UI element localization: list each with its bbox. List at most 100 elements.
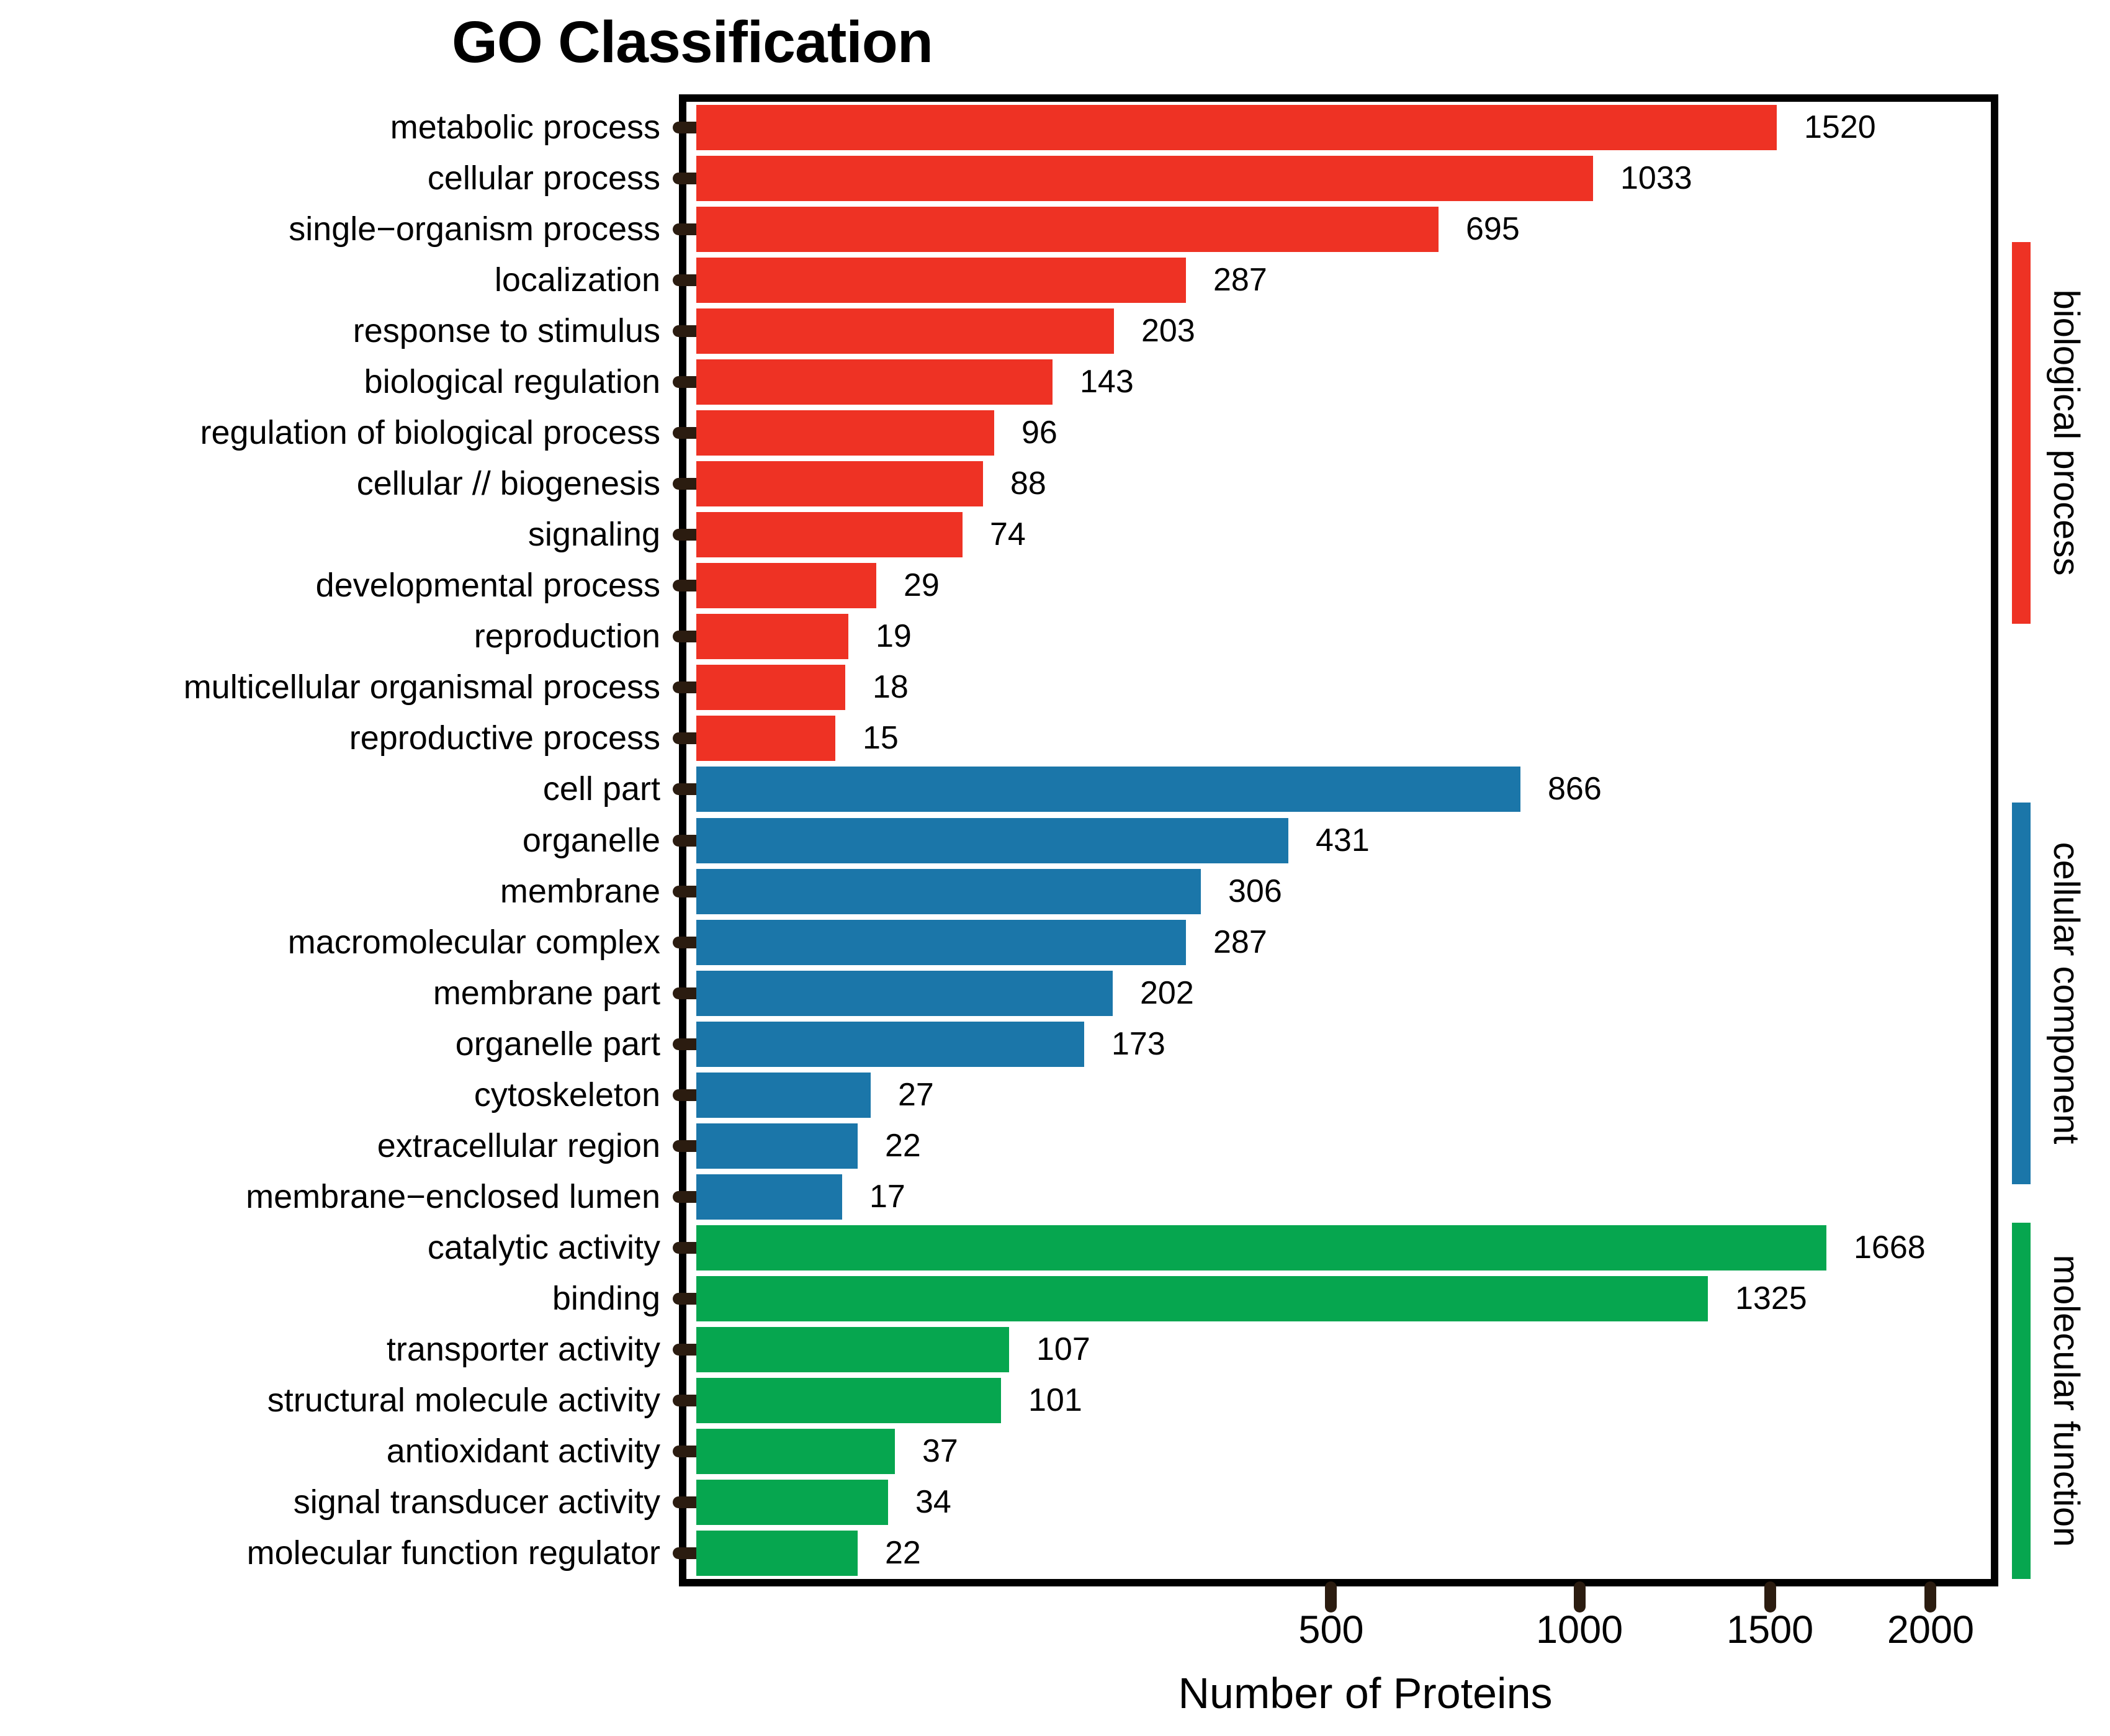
- legend-strip-cellular-component: [2012, 802, 2031, 1184]
- category-label: reproduction: [474, 618, 660, 655]
- bar-developmental-process: [696, 563, 876, 609]
- legend-label-biological-process: biological process: [2046, 289, 2086, 576]
- y-axis-tick: [673, 376, 703, 388]
- value-label: 74: [990, 516, 1026, 553]
- legend-label-molecular-function: molecular function: [2046, 1254, 2086, 1547]
- category-label: cellular process: [427, 159, 660, 197]
- category-label: membrane part: [433, 974, 660, 1012]
- y-axis-tick: [673, 1140, 703, 1152]
- legend-label-cellular-component: cellular component: [2046, 842, 2086, 1145]
- value-label: 22: [885, 1535, 921, 1572]
- y-axis-tick: [673, 1038, 703, 1050]
- value-label: 1325: [1735, 1280, 1807, 1317]
- value-label: 143: [1080, 363, 1134, 400]
- bar-multicellular-organismal-process: [696, 665, 845, 711]
- y-axis-tick: [673, 1293, 703, 1305]
- value-label: 18: [873, 669, 909, 706]
- value-label: 431: [1316, 822, 1370, 858]
- y-axis-tick: [673, 681, 703, 694]
- y-axis-tick: [673, 987, 703, 999]
- y-axis-tick: [673, 783, 703, 796]
- value-label: 107: [1036, 1331, 1090, 1368]
- x-axis-tick-label: 2000: [1887, 1608, 1975, 1652]
- value-label: 1520: [1804, 109, 1876, 145]
- bar-membrane: [696, 868, 1201, 914]
- value-label: 101: [1028, 1382, 1082, 1419]
- x-axis-tick: [1573, 1581, 1586, 1612]
- category-label: organelle part: [455, 1025, 660, 1063]
- value-label: 202: [1140, 974, 1194, 1011]
- category-label: regulation of biological process: [200, 413, 660, 451]
- category-label: reproductive process: [349, 719, 660, 757]
- x-axis-tick: [1924, 1581, 1937, 1612]
- bar-response-to-stimulus: [696, 308, 1114, 354]
- x-axis-title: Number of Proteins: [1178, 1669, 1553, 1717]
- category-label: transporter activity: [386, 1331, 660, 1369]
- category-label: molecular function regulator: [246, 1534, 660, 1572]
- bar-signal-transducer-activity: [696, 1480, 888, 1526]
- y-axis-tick: [673, 1496, 703, 1509]
- category-label: response to stimulus: [352, 312, 660, 349]
- value-label: 17: [869, 1178, 905, 1215]
- bar-regulation-of-biological-process: [696, 410, 994, 456]
- value-label: 866: [1548, 771, 1602, 807]
- y-axis-tick: [673, 1446, 703, 1458]
- category-label: extracellular region: [377, 1127, 660, 1164]
- value-label: 19: [876, 618, 912, 655]
- bar-transporter-activity: [696, 1327, 1009, 1373]
- x-axis-tick-label: 500: [1298, 1608, 1364, 1652]
- value-label: 88: [1010, 465, 1046, 502]
- bar-antioxidant-activity: [696, 1429, 895, 1475]
- category-label: biological regulation: [364, 362, 660, 400]
- bar-binding: [696, 1276, 1708, 1322]
- y-axis-tick: [673, 580, 703, 592]
- bar-reproduction: [696, 614, 848, 660]
- value-label: 22: [885, 1127, 921, 1164]
- category-label: localization: [494, 261, 660, 299]
- value-label: 37: [922, 1433, 958, 1470]
- bar-extracellular-region: [696, 1123, 858, 1169]
- y-axis-tick: [673, 1190, 703, 1203]
- value-label: 287: [1213, 924, 1267, 960]
- category-label: structural molecule activity: [267, 1382, 660, 1419]
- y-axis-tick: [673, 172, 703, 184]
- y-axis-tick: [673, 936, 703, 948]
- y-axis-tick: [673, 325, 703, 337]
- value-label: 287: [1213, 261, 1267, 298]
- y-axis-tick: [673, 1395, 703, 1407]
- category-label: cell part: [542, 770, 660, 808]
- y-axis-tick: [673, 732, 703, 745]
- bar-cell-part: [696, 767, 1520, 812]
- category-label: macromolecular complex: [287, 923, 660, 961]
- bar-structural-molecule-activity: [696, 1378, 1001, 1424]
- y-axis-tick: [673, 885, 703, 897]
- category-label: developmental process: [315, 567, 660, 605]
- category-label: cellular // biogenesis: [356, 465, 660, 503]
- value-label: 29: [904, 567, 940, 604]
- category-label: catalytic activity: [427, 1229, 660, 1267]
- value-label: 695: [1466, 210, 1520, 247]
- y-axis-tick: [673, 274, 703, 286]
- value-label: 27: [898, 1076, 934, 1113]
- legend-strip-biological-process: [2012, 241, 2031, 624]
- value-label: 1033: [1620, 160, 1692, 196]
- bar-reproductive-process: [696, 716, 835, 762]
- y-axis-tick: [673, 478, 703, 490]
- bar-cellular-process: [696, 155, 1593, 201]
- y-axis-tick: [673, 631, 703, 643]
- category-label: binding: [552, 1280, 660, 1318]
- value-label: 173: [1111, 1025, 1165, 1062]
- category-label: membrane: [500, 872, 660, 910]
- category-label: antioxidant activity: [386, 1432, 660, 1470]
- y-axis-tick: [673, 1242, 703, 1254]
- bar-catalytic-activity: [696, 1225, 1826, 1271]
- bar-organelle-part: [696, 1021, 1084, 1067]
- y-axis-tick: [673, 1547, 703, 1560]
- bar-single-organism-process: [696, 206, 1439, 252]
- category-label: signal transducer activity: [293, 1483, 660, 1521]
- category-label: membrane−enclosed lumen: [246, 1177, 660, 1215]
- y-axis-tick: [673, 426, 703, 439]
- value-label: 96: [1021, 414, 1057, 451]
- x-axis-tick: [1325, 1581, 1337, 1612]
- category-label: single−organism process: [289, 210, 660, 248]
